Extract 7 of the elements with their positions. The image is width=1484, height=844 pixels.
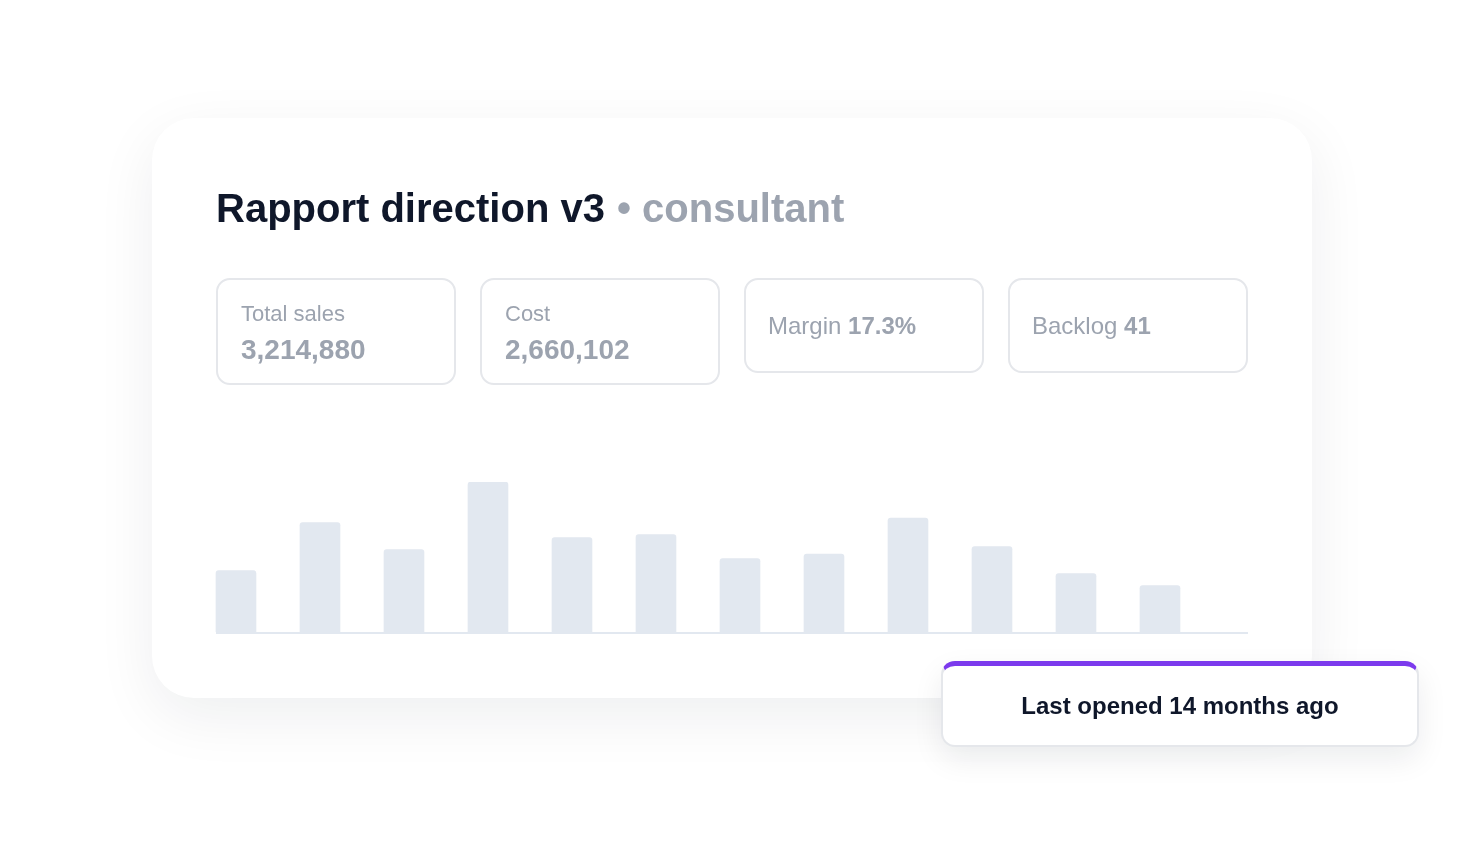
stat-card: Margin 17.3% (744, 278, 984, 373)
chart-subtitle: • consultant (616, 186, 845, 230)
stat-card: Total sales 3,214,880 (216, 278, 456, 385)
chart-title: Rapport direction v3 (216, 186, 605, 230)
notification-card: Last opened 14 months ago (941, 661, 1419, 747)
stat-card: Backlog 41 (1008, 278, 1248, 373)
stat-card: Cost 2,660,102 (480, 278, 720, 385)
